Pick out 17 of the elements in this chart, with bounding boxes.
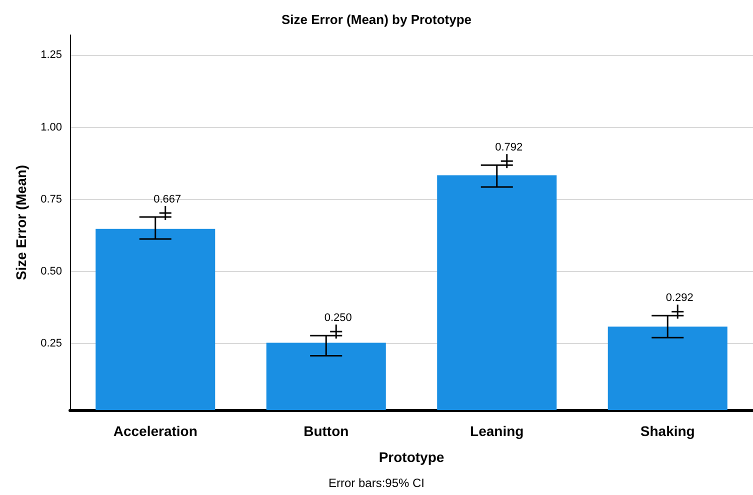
x-tick-label: Leaning [470, 423, 524, 439]
y-axis-title: Size Error (Mean) [13, 164, 29, 280]
annotation: 0.250 [324, 312, 352, 324]
text: Error bars:95% CI [328, 476, 425, 490]
y-tick-label: 0.25 [40, 338, 62, 350]
x-axis-title: Prototype [378, 449, 444, 465]
annotation: 0.792 [495, 142, 523, 154]
x-tick-label: Acceleration [113, 423, 198, 439]
chart-title: Size Error (Mean) by Prototype [282, 12, 472, 27]
y-tick-label: 1.00 [40, 121, 62, 134]
annotation: 0.667 [154, 194, 182, 206]
y-tick-label: 0.50 [40, 266, 62, 278]
annotation: 0.292 [666, 292, 694, 304]
x-tick-label: Shaking [640, 423, 695, 439]
y-tick-label: 0.75 [40, 193, 62, 206]
x-tick-label: Button [304, 423, 349, 439]
y-tick-label: 1.25 [40, 49, 62, 62]
